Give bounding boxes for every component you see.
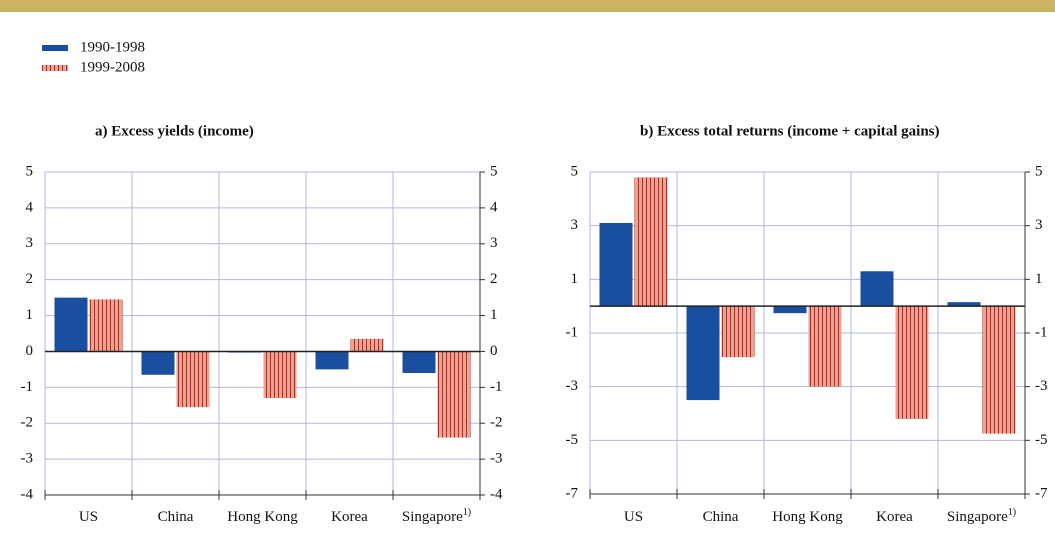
y-tick-label: -2 bbox=[21, 415, 34, 431]
bar bbox=[54, 297, 88, 352]
x-tick-label: China bbox=[703, 509, 739, 525]
y-tick-label: 5 bbox=[26, 163, 34, 179]
bar bbox=[860, 271, 894, 307]
category-name: China bbox=[158, 509, 194, 525]
y2-tick-label: -3 bbox=[1035, 378, 1048, 394]
bar bbox=[947, 302, 981, 307]
bar bbox=[721, 306, 755, 358]
bar bbox=[982, 306, 1016, 434]
y2-tick-label: 3 bbox=[490, 235, 498, 251]
bar bbox=[686, 306, 720, 401]
category-name: US bbox=[624, 509, 643, 525]
y-tick-label: -1 bbox=[21, 379, 34, 395]
bar bbox=[89, 299, 123, 352]
bar bbox=[315, 351, 349, 370]
y-tick-label: 1 bbox=[26, 307, 34, 323]
header-band bbox=[0, 0, 1055, 12]
y2-tick-label: -2 bbox=[490, 415, 503, 431]
category-name: China bbox=[703, 509, 739, 525]
y-tick-label: 1 bbox=[571, 271, 579, 287]
y2-tick-label: -7 bbox=[1035, 485, 1048, 501]
y-tick-label: -1 bbox=[566, 324, 579, 340]
bar bbox=[773, 306, 807, 314]
chart-title: a) Excess yields (income) bbox=[95, 123, 254, 139]
y-tick-label: 3 bbox=[571, 217, 579, 233]
bar bbox=[634, 177, 668, 307]
bar bbox=[350, 338, 384, 352]
y2-tick-label: 3 bbox=[1035, 217, 1043, 233]
y-tick-label: 0 bbox=[26, 343, 34, 359]
x-tick-label: Korea bbox=[876, 509, 913, 525]
category-name: Singapore bbox=[947, 509, 1008, 525]
x-tick-label: Singapore1) bbox=[947, 507, 1016, 525]
bar bbox=[895, 306, 929, 419]
bar bbox=[599, 222, 633, 307]
legend-label: 1999-2008 bbox=[80, 59, 145, 75]
y-tick-label: -5 bbox=[566, 432, 579, 448]
x-tick-label: China bbox=[158, 509, 194, 525]
bar bbox=[176, 351, 210, 408]
category-name: Hong Kong bbox=[772, 509, 843, 525]
category-name: US bbox=[79, 509, 98, 525]
category-name: Korea bbox=[876, 509, 913, 525]
y-tick-label: -7 bbox=[566, 485, 579, 501]
y2-tick-label: -3 bbox=[490, 451, 503, 467]
y2-tick-label: -1 bbox=[490, 379, 503, 395]
y2-tick-label: 5 bbox=[1035, 163, 1043, 179]
y-tick-label: -3 bbox=[566, 378, 579, 394]
category-name: Singapore bbox=[402, 509, 463, 525]
x-tick-label: Korea bbox=[331, 509, 368, 525]
y2-tick-label: 0 bbox=[490, 343, 498, 359]
y2-tick-label: 2 bbox=[490, 271, 498, 287]
x-tick-label: US bbox=[624, 509, 643, 525]
category-name: Hong Kong bbox=[227, 509, 298, 525]
y-tick-label: 3 bbox=[26, 235, 34, 251]
y2-tick-label: 5 bbox=[490, 163, 498, 179]
y-tick-label: -4 bbox=[21, 486, 34, 502]
x-tick-label: US bbox=[79, 509, 98, 525]
legend-swatch bbox=[42, 45, 68, 51]
bar bbox=[263, 351, 297, 399]
x-tick-label: Hong Kong bbox=[227, 509, 298, 525]
y-tick-label: -3 bbox=[21, 451, 34, 467]
y2-tick-label: 1 bbox=[490, 307, 498, 323]
y-tick-label: 2 bbox=[26, 271, 34, 287]
y-tick-label: 4 bbox=[26, 199, 34, 215]
footnote-marker: 1) bbox=[1008, 507, 1016, 518]
x-tick-label: Singapore1) bbox=[402, 507, 471, 525]
bar bbox=[808, 306, 842, 387]
y-tick-label: 5 bbox=[571, 163, 579, 179]
x-tick-label: Hong Kong bbox=[772, 509, 843, 525]
bar bbox=[437, 351, 471, 438]
legend-swatch bbox=[42, 65, 68, 71]
legend: 1990-1998 1999-2008 bbox=[42, 39, 145, 75]
footnote-marker: 1) bbox=[463, 507, 471, 518]
category-name: Korea bbox=[331, 509, 368, 525]
bar bbox=[402, 351, 436, 373]
y2-tick-label: 4 bbox=[490, 199, 498, 215]
chart-title: b) Excess total returns (income + capita… bbox=[640, 123, 940, 139]
legend-label: 1990-1998 bbox=[80, 39, 145, 55]
y2-tick-label: 1 bbox=[1035, 271, 1043, 287]
bar bbox=[141, 351, 175, 375]
y2-tick-label: -1 bbox=[1035, 324, 1048, 340]
y2-tick-label: -5 bbox=[1035, 432, 1048, 448]
y2-tick-label: -4 bbox=[490, 486, 503, 502]
